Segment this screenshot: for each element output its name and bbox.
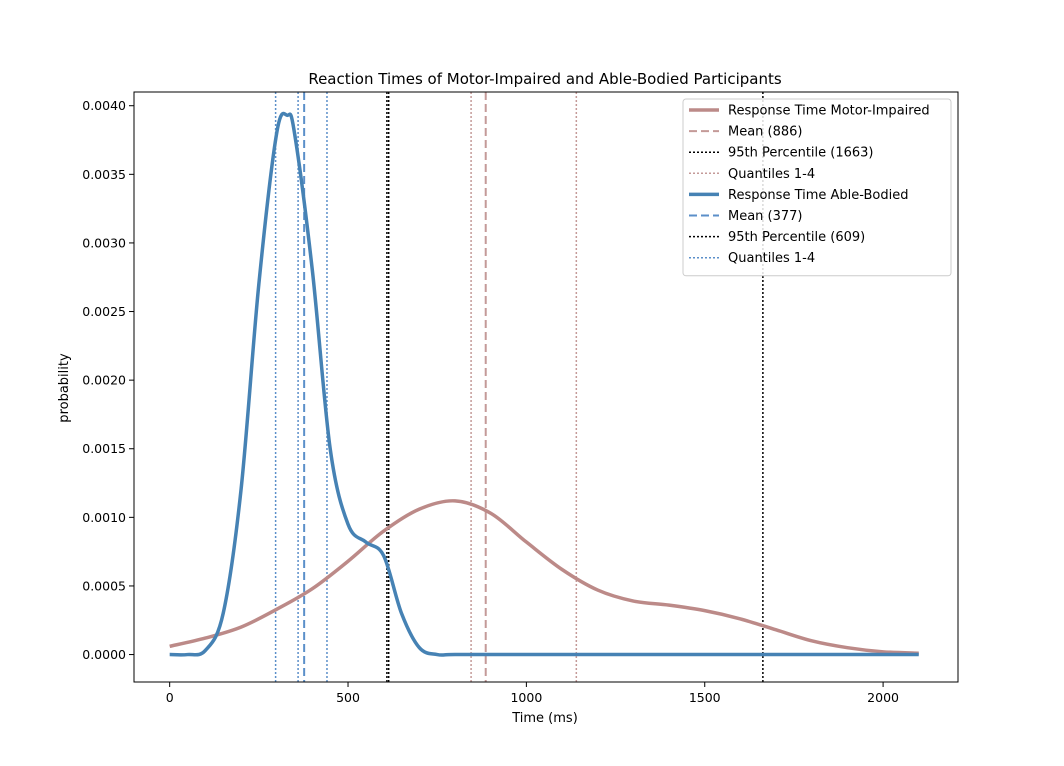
y-tick-label: 0.0000 xyxy=(82,647,126,662)
legend-box xyxy=(682,98,952,277)
y-tick-label: 0.0040 xyxy=(82,98,126,113)
x-axis-label: Time (ms) xyxy=(511,711,578,726)
x-tick-label: 500 xyxy=(336,690,360,705)
y-tick-label: 0.0020 xyxy=(82,373,126,388)
legend-entry-label: 95th Percentile (1663) xyxy=(728,146,874,161)
chart-title: Reaction Times of Motor-Impaired and Abl… xyxy=(308,70,782,88)
legend-entry-label: Mean (886) xyxy=(728,125,803,140)
series-line-1 xyxy=(169,111,919,657)
x-tick-label: 2000 xyxy=(867,690,899,705)
y-tick-label: 0.0030 xyxy=(82,235,126,250)
y-tick-label: 0.0010 xyxy=(82,510,126,525)
legend-entry-label: Mean (377) xyxy=(728,209,803,224)
y-tick-label: 0.0035 xyxy=(82,167,126,182)
y-tick-label: 0.0005 xyxy=(82,578,126,593)
data-series xyxy=(169,111,919,657)
legend: Response Time Motor-Impaired Mean (886) 95… xyxy=(682,98,952,277)
y-axis-ticks: 0.0000 0.0005 0.0010 0.0015 0.0020 0.0025 0.00… xyxy=(82,98,134,662)
y-axis-label: probability xyxy=(57,353,72,423)
y-tick-label: 0.0015 xyxy=(82,441,126,456)
x-tick-label: 1500 xyxy=(689,690,721,705)
y-tick-label: 0.0025 xyxy=(82,304,126,319)
x-axis-ticks: 0 500 1000 1500 2000 xyxy=(166,682,899,705)
plot-frame xyxy=(133,91,959,683)
legend-entry-label: 95th Percentile (609) xyxy=(728,230,865,245)
x-tick-label: 0 xyxy=(166,690,174,705)
series-line-0 xyxy=(169,499,919,655)
x-tick-label: 1000 xyxy=(510,690,542,705)
legend-entry-label: Quantiles 1-4 xyxy=(728,167,815,182)
legend-entry-label: Quantiles 1-4 xyxy=(728,251,815,266)
legend-entry-label: Response Time Motor-Impaired xyxy=(728,104,930,119)
legend-entry-label: Response Time Able-Bodied xyxy=(728,188,908,203)
